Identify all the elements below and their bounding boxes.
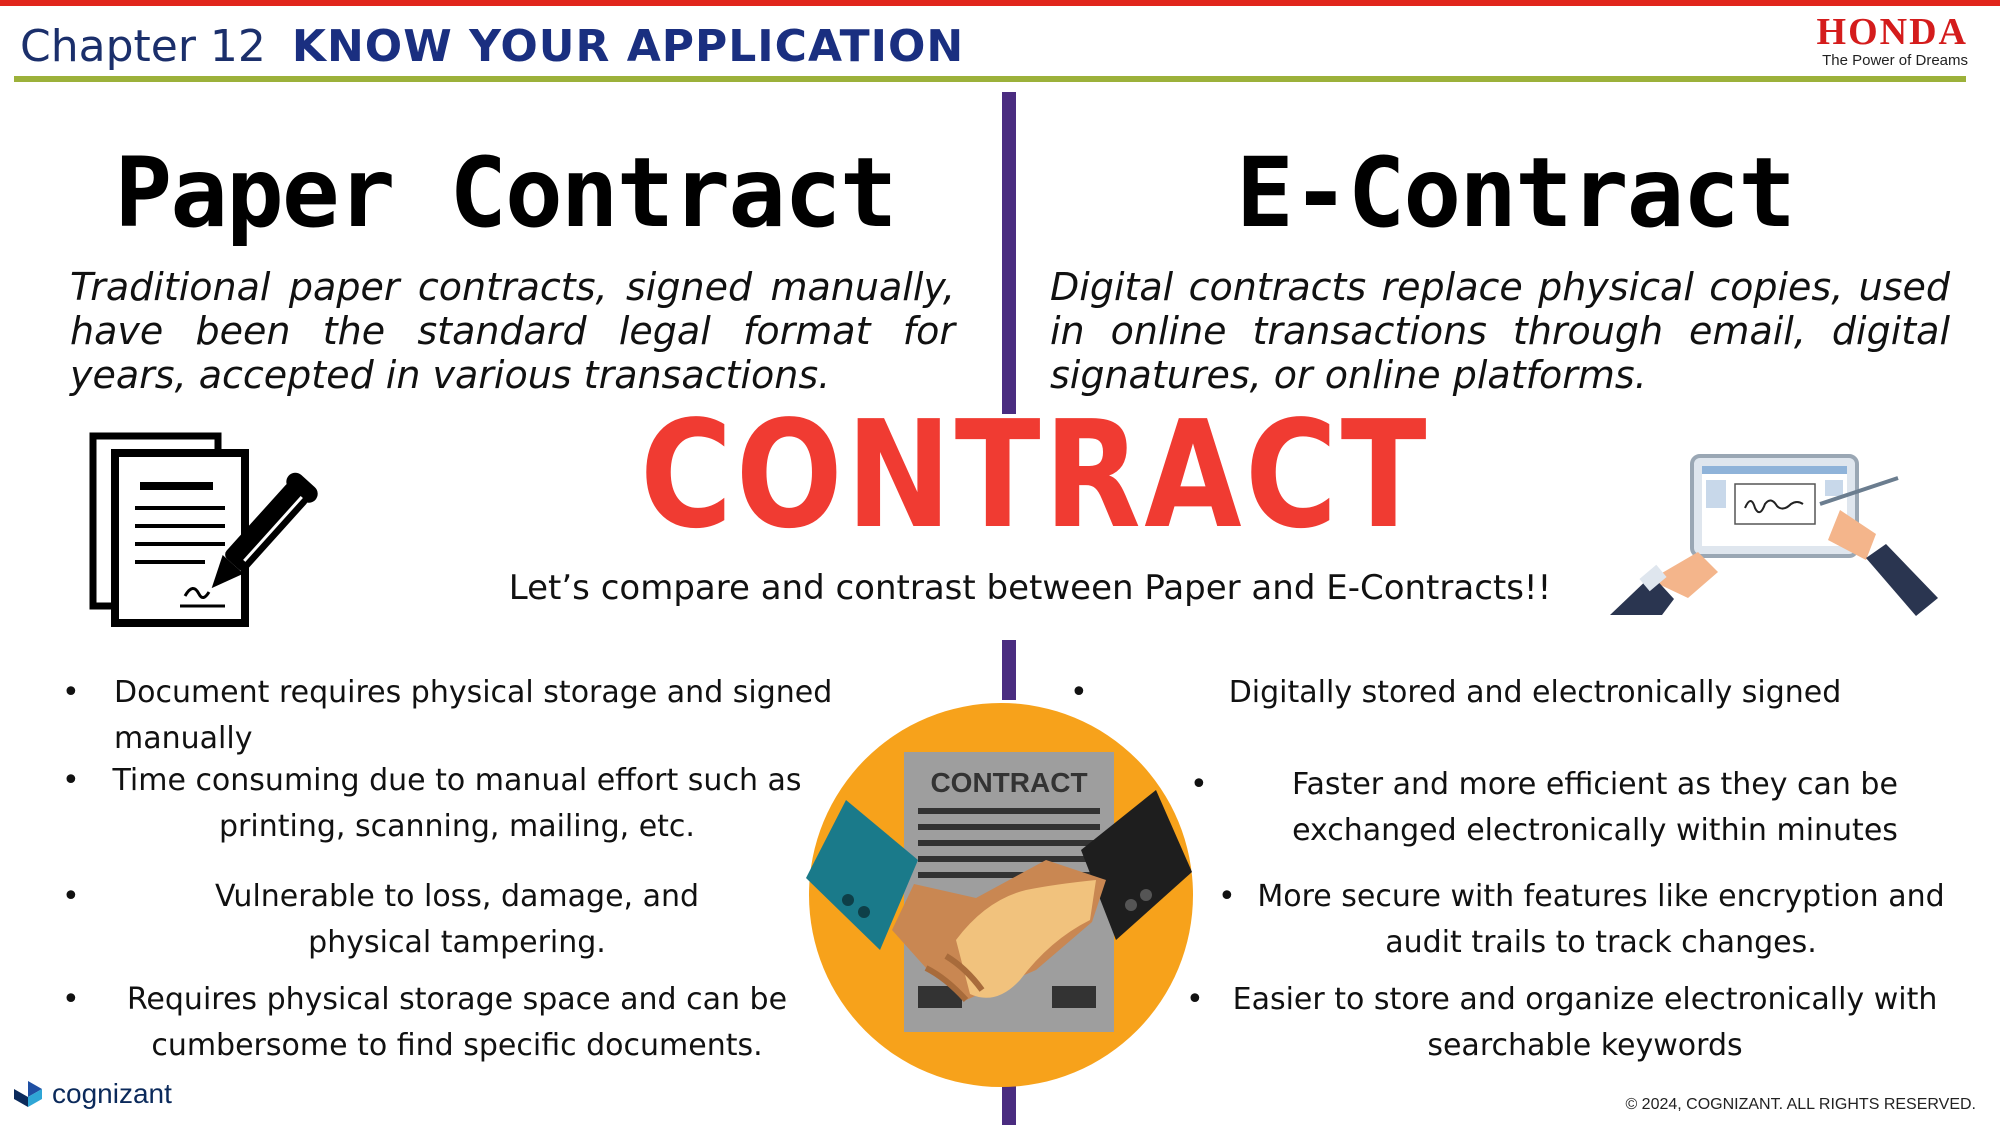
- e-bullet-3-text: More secure with features like encryptio…: [1257, 879, 1945, 960]
- paper-bullet-3-text: Vulnerable to loss, damage, and physical…: [214, 879, 700, 960]
- cognizant-logo: cognizant: [12, 1078, 172, 1110]
- paper-bullet-4-text: Requires physical storage space and can …: [126, 982, 788, 1063]
- e-bullet-2: • Faster and more efficient as they can …: [1190, 762, 1950, 854]
- paper-document-pen-icon: [89, 432, 318, 627]
- chapter-title: KNOW YOUR APPLICATION: [291, 20, 965, 72]
- vertical-divider-bottom: [1002, 1080, 1016, 1125]
- cognizant-mark-icon: [14, 1081, 42, 1107]
- paper-bullet-4: • Requires physical storage space and ca…: [62, 977, 802, 1069]
- chapter-number: Chapter 12: [20, 20, 266, 72]
- paper-bullet-1: • Document requires physical storage and…: [62, 670, 962, 762]
- e-bullet-1-text: Digitally stored and electronically sign…: [1228, 675, 1842, 710]
- e-bullet-1: • Digitally stored and electronically si…: [1070, 670, 1950, 716]
- header-rule: [14, 76, 1966, 82]
- copyright-notice: © 2024, COGNIZANT. ALL RIGHTS RESERVED.: [1625, 1096, 1976, 1113]
- paper-bullet-3: • Vulnerable to loss, damage, and physic…: [62, 874, 802, 966]
- paper-contract-description: Traditional paper contracts, signed manu…: [70, 265, 955, 397]
- contract-title: CONTRACT: [640, 389, 1430, 561]
- e-contract-heading: E-Contract: [1236, 137, 1796, 249]
- paper-bullet-2: • Time consuming due to manual effort su…: [62, 758, 802, 850]
- top-accent-bar: [0, 0, 2000, 6]
- paper-bullet-2-text: Time consuming due to manual effort such…: [112, 763, 802, 844]
- tablet-e-signature-icon: [1610, 454, 1938, 616]
- honda-logo: HONDA The Power of Dreams: [1817, 12, 1968, 69]
- vertical-divider-top: [1002, 92, 1016, 414]
- e-bullet-4-text: Easier to store and organize electronica…: [1232, 982, 1938, 1063]
- e-contract-description: Digital contracts replace physical copie…: [1050, 265, 1950, 397]
- handshake-contract-icon: CONTRACT: [806, 703, 1193, 1087]
- honda-brand: HONDA: [1816, 11, 1968, 53]
- chapter-header: Chapter 12 KNOW YOUR APPLICATION: [20, 14, 964, 78]
- contract-doc-label: CONTRACT: [930, 767, 1087, 798]
- honda-tagline: The Power of Dreams: [1822, 52, 1968, 69]
- e-bullet-4: • Easier to store and organize electroni…: [1186, 977, 1950, 1069]
- e-bullet-2-text: Faster and more efficient as they can be…: [1292, 767, 1898, 848]
- paper-bullet-1-text: Document requires physical storage and s…: [114, 675, 833, 756]
- cognizant-wordmark: cognizant: [52, 1078, 172, 1109]
- vertical-divider-mid: [1002, 640, 1016, 700]
- paper-contract-heading: Paper Contract: [114, 137, 897, 249]
- compare-subtitle: Let’s compare and contrast between Paper…: [508, 568, 1552, 608]
- e-bullet-3: • More secure with features like encrypt…: [1218, 874, 1950, 966]
